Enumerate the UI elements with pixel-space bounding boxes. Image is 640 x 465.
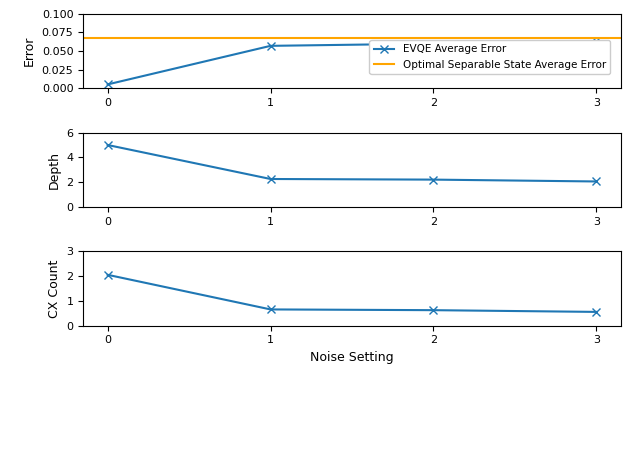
X-axis label: Noise Setting: Noise Setting	[310, 351, 394, 364]
Optimal Separable State Average Error	[104, 35, 111, 40]
EVQE Average Error	[267, 43, 275, 49]
EVQE Average Error	[104, 82, 111, 87]
EVQE Average Error	[593, 39, 600, 44]
Line: EVQE Average Error: EVQE Average Error	[104, 37, 600, 89]
Y-axis label: Error: Error	[23, 36, 36, 66]
Optimal Separable State Average Error	[267, 35, 275, 40]
Legend: EVQE Average Error, Optimal Separable State Average Error: EVQE Average Error, Optimal Separable St…	[369, 40, 610, 74]
Y-axis label: CX Count: CX Count	[48, 259, 61, 318]
Y-axis label: Depth: Depth	[48, 151, 61, 189]
EVQE Average Error	[429, 41, 437, 46]
